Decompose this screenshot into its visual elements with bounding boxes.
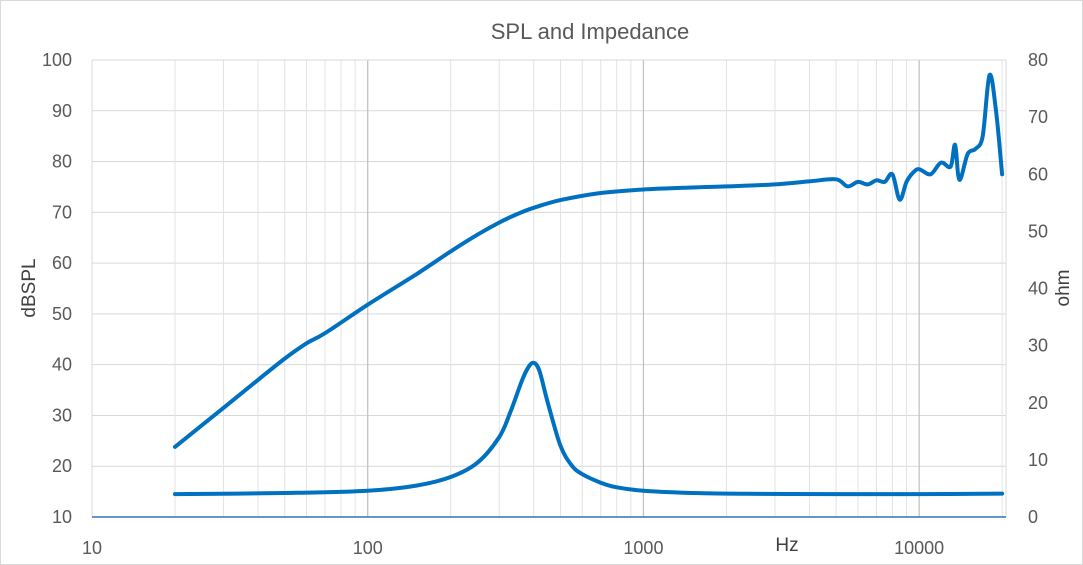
y-tick-label: 20	[52, 456, 72, 476]
y2-tick-label: 10	[1028, 450, 1048, 470]
y-tick-label: 70	[52, 202, 72, 222]
y2-axis-label: ohm	[1053, 270, 1074, 307]
y2-tick-label: 50	[1028, 221, 1048, 241]
x-tick-label: 100	[353, 538, 383, 558]
tick-labels: 1020304050607080901000102030405060708010…	[42, 50, 1048, 558]
y-tick-label: 90	[52, 101, 72, 121]
x-axis-label: Hz	[775, 535, 798, 556]
chart-title: SPL and Impedance	[491, 19, 690, 44]
y2-tick-label: 70	[1028, 107, 1048, 127]
y2-tick-label: 0	[1028, 507, 1038, 527]
impedance-line	[173, 360, 1005, 497]
spl-line	[173, 72, 1005, 449]
y-tick-label: 30	[52, 405, 72, 425]
y-tick-label: 60	[52, 253, 72, 273]
x-tick-label: 1000	[623, 538, 663, 558]
y2-tick-label: 40	[1028, 279, 1048, 299]
x-tick-label: 10000	[894, 538, 944, 558]
y2-tick-label: 20	[1028, 393, 1048, 413]
y2-tick-label: 60	[1028, 164, 1048, 184]
x-tick-label: 10	[82, 538, 102, 558]
y2-tick-label: 30	[1028, 336, 1048, 356]
y2-tick-label: 80	[1028, 50, 1048, 70]
series-lines	[173, 72, 1005, 497]
grid	[91, 59, 1007, 518]
y-tick-label: 40	[52, 355, 72, 375]
y-tick-label: 10	[52, 507, 72, 527]
y-axis-label: dBSPL	[19, 258, 40, 317]
y-tick-label: 100	[42, 50, 72, 70]
y-tick-label: 80	[52, 152, 72, 172]
y-tick-label: 50	[52, 304, 72, 324]
